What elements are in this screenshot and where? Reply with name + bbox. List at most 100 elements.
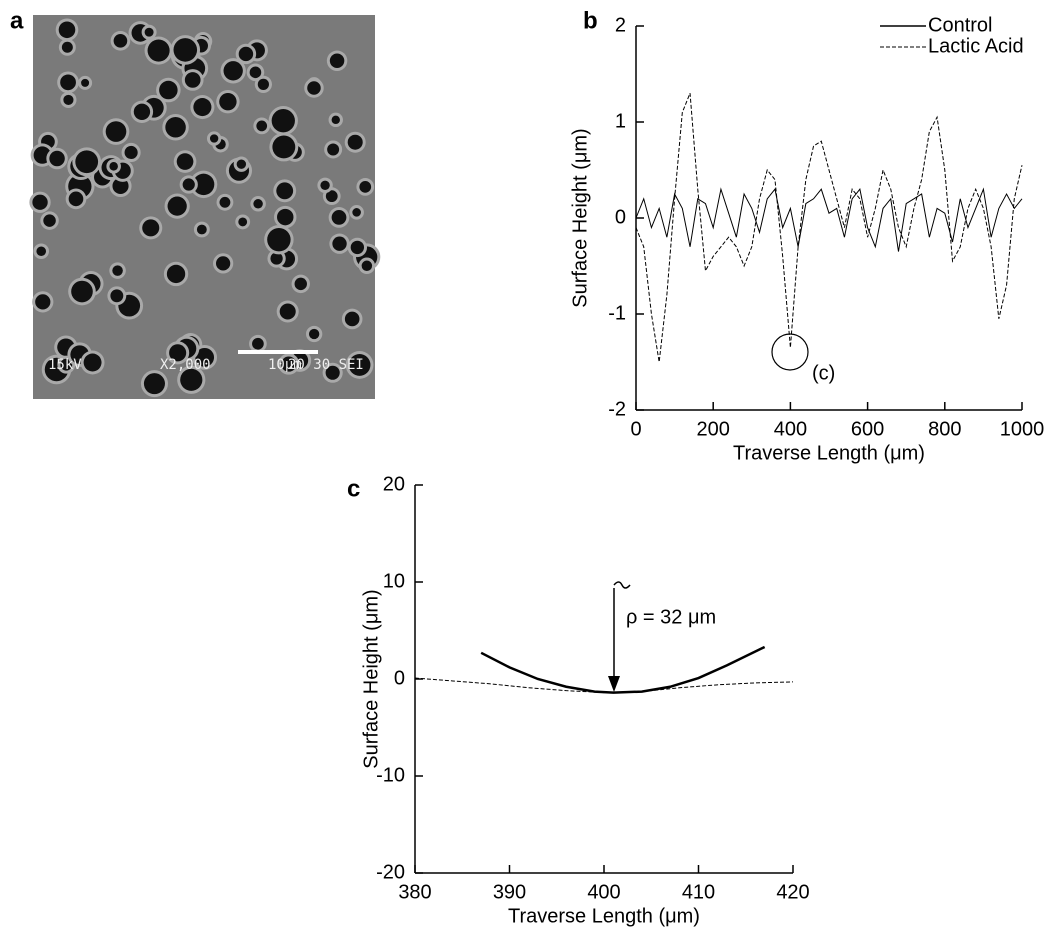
pore [331, 210, 347, 225]
annotation-circle [771, 333, 809, 371]
x-tick-label: 400 [774, 418, 807, 440]
pore [112, 177, 129, 195]
y-tick-label: -10 [376, 764, 405, 786]
pore [81, 78, 90, 87]
pore [109, 162, 118, 171]
image-overlay: 10μm [268, 357, 302, 373]
pore [238, 46, 254, 62]
pore [58, 21, 76, 39]
pore [182, 178, 195, 191]
pore [49, 150, 65, 167]
series-line [414, 677, 794, 694]
pore [329, 53, 345, 69]
pore [193, 98, 212, 117]
panel-label: a [10, 7, 24, 34]
pore [71, 280, 93, 303]
y-tick-label: 0 [615, 206, 626, 228]
pore [209, 134, 219, 143]
pore [166, 264, 186, 284]
pore [350, 240, 365, 255]
pore [348, 354, 371, 376]
x-axis-label: Traverse Length (μm) [508, 905, 700, 927]
pore [359, 181, 372, 193]
pore [143, 373, 165, 395]
x-tick-label: 200 [697, 418, 730, 440]
pore [253, 199, 263, 209]
pore [279, 303, 296, 320]
pore [124, 145, 138, 160]
pore [238, 217, 248, 227]
pore [35, 294, 51, 310]
x-tick-label: 1000 [1000, 418, 1045, 440]
pore [83, 353, 102, 372]
x-axis-label: Traverse Length (μm) [733, 442, 925, 464]
sem-image [29, 15, 381, 399]
annotation: ρ = 32 μm [626, 606, 716, 628]
pore [165, 116, 186, 138]
arrow-squiggle [613, 581, 631, 589]
x-tick-label: 420 [776, 881, 809, 903]
pore [270, 252, 283, 265]
y-tick-label: 20 [383, 473, 405, 495]
pore [173, 38, 198, 62]
pore [133, 103, 151, 120]
y-tick-label: -2 [608, 398, 626, 420]
pore [113, 34, 128, 48]
pore [196, 224, 207, 235]
pore [63, 94, 74, 105]
pore [219, 196, 231, 208]
pore [277, 208, 294, 226]
pore [332, 236, 347, 251]
pore [180, 368, 203, 391]
pore [219, 93, 237, 111]
x-tick-label: 410 [682, 881, 715, 903]
y-tick-label: 2 [615, 14, 626, 36]
legend-label: Control [928, 14, 992, 36]
y-tick-label: 10 [383, 570, 405, 592]
x-tick-label: 400 [587, 881, 620, 903]
pore [361, 260, 373, 272]
pore [249, 66, 262, 79]
pore [110, 289, 124, 303]
pore [32, 194, 48, 210]
pore [308, 328, 320, 340]
y-tick-label: 1 [615, 110, 626, 132]
pore [169, 344, 187, 362]
pore [36, 246, 47, 257]
pore [192, 173, 215, 196]
pore [60, 358, 73, 371]
pore [184, 72, 201, 88]
pore [167, 196, 187, 216]
pore [331, 115, 340, 125]
series-line [635, 93, 1023, 363]
y-axis-label: Surface Height (μm) [360, 589, 382, 768]
y-axis-label: Surface Height (μm) [569, 128, 591, 307]
pore [325, 365, 340, 380]
image-overlay: 20 30 SEI [288, 357, 364, 373]
pore [347, 134, 363, 150]
pore [294, 277, 307, 291]
pore [256, 120, 268, 132]
x-tick-label: 800 [928, 418, 961, 440]
pore [147, 39, 170, 62]
pore [159, 80, 178, 100]
pore [144, 27, 154, 37]
pore [60, 74, 76, 91]
pore [320, 180, 330, 190]
series-line [635, 187, 1023, 252]
panel-label: c [347, 475, 360, 502]
series-line [480, 645, 766, 694]
y-tick-label: -1 [608, 302, 626, 324]
pore [195, 347, 215, 367]
y-tick-label: -20 [376, 861, 405, 883]
y-tick-label: 0 [394, 667, 405, 689]
pore [344, 311, 360, 327]
panel-label: b [583, 7, 598, 34]
pore [352, 208, 361, 217]
pore [43, 214, 56, 227]
arrow-head [608, 676, 620, 692]
legend-label: Lactic Acid [928, 35, 1024, 57]
x-tick-label: 380 [398, 881, 431, 903]
pore [61, 41, 73, 53]
